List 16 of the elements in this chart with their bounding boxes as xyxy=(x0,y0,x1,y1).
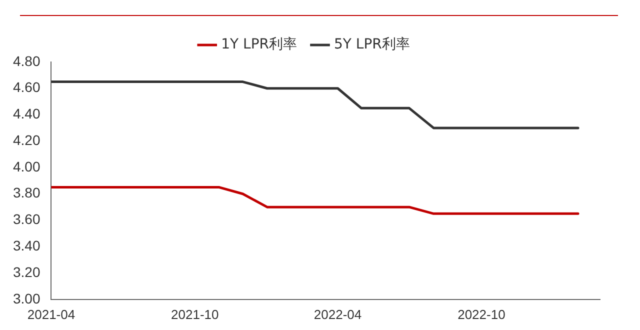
y-tick-label: 3.20 xyxy=(13,264,40,280)
legend-label: 1Y LPR利率 xyxy=(221,36,298,53)
x-tick-label: 2022-10 xyxy=(458,306,506,322)
y-tick-label: 3.60 xyxy=(13,211,40,228)
y-tick-label: 3.40 xyxy=(13,238,40,254)
y-tick-label: 4.00 xyxy=(13,158,40,174)
x-tick-label: 2022-04 xyxy=(314,306,362,322)
legend-label: 5Y LPR利率 xyxy=(334,36,410,53)
y-tick-label: 4.80 xyxy=(13,52,40,69)
x-tick-label: 2021-04 xyxy=(27,306,76,322)
y-tick-label: 3.00 xyxy=(13,290,40,306)
y-tick-label: 4.40 xyxy=(13,106,40,122)
y-tick-label: 4.60 xyxy=(13,79,40,96)
x-tick-label: 2021-10 xyxy=(171,306,219,322)
y-tick-label: 4.20 xyxy=(13,132,40,148)
y-tick-label: 3.80 xyxy=(13,184,40,201)
